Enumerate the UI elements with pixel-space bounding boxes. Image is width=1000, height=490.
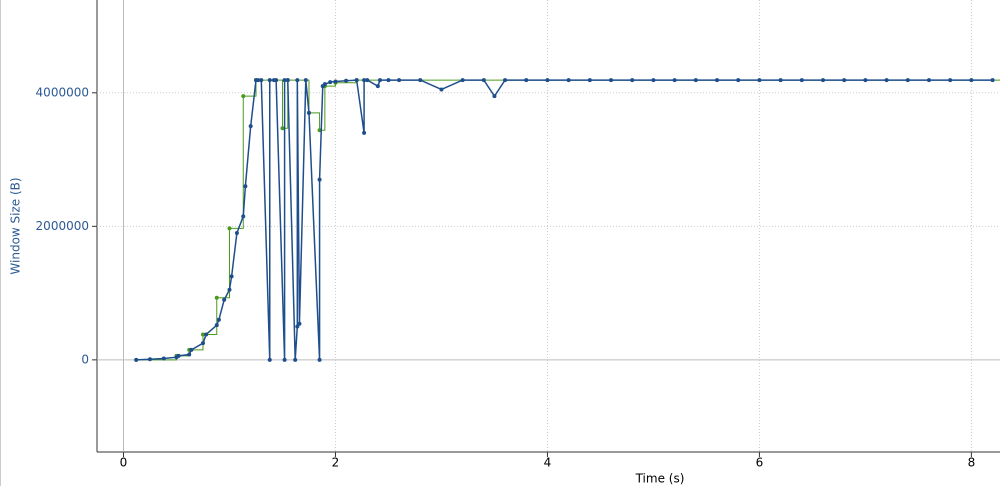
point xyxy=(285,78,290,83)
point xyxy=(282,357,287,362)
point xyxy=(651,78,656,83)
x-tick-label: 2 xyxy=(332,456,340,470)
point xyxy=(418,78,423,83)
point xyxy=(377,78,382,83)
point xyxy=(990,78,995,83)
point xyxy=(176,353,181,358)
series-line xyxy=(136,79,993,361)
point xyxy=(715,78,720,83)
point xyxy=(566,78,571,83)
point xyxy=(241,214,246,219)
point xyxy=(187,352,192,357)
step-segment xyxy=(255,79,283,129)
point xyxy=(799,78,804,83)
point xyxy=(295,324,300,329)
point xyxy=(545,78,550,83)
point xyxy=(821,78,826,83)
point xyxy=(227,226,232,231)
point xyxy=(241,94,246,99)
point xyxy=(375,84,380,89)
point xyxy=(842,78,847,83)
x-axis-label: Time (s) xyxy=(635,472,685,486)
point xyxy=(630,78,635,83)
point xyxy=(222,297,227,302)
point xyxy=(214,323,219,328)
point xyxy=(256,78,261,83)
y-axis-label: Window Size (B) xyxy=(9,177,23,274)
point xyxy=(204,332,209,337)
y-tick-label: 2000000 xyxy=(36,219,89,233)
step-segment xyxy=(216,228,230,299)
x-tick-label: 6 xyxy=(756,456,764,470)
point xyxy=(306,110,311,115)
y-tick-label: 4000000 xyxy=(36,85,89,99)
point xyxy=(280,126,285,131)
point xyxy=(757,78,762,83)
point xyxy=(503,78,508,83)
point xyxy=(778,78,783,83)
point xyxy=(386,78,391,83)
point xyxy=(587,78,592,83)
y-tick-label: 0 xyxy=(81,352,89,366)
point xyxy=(948,78,953,83)
point xyxy=(460,78,465,83)
point xyxy=(524,78,529,83)
point xyxy=(609,78,614,83)
point xyxy=(362,78,367,83)
point xyxy=(274,78,279,83)
point xyxy=(905,78,910,83)
point xyxy=(344,78,349,83)
point xyxy=(365,78,370,83)
step-segment xyxy=(189,334,204,351)
point xyxy=(189,347,194,352)
point xyxy=(134,357,139,362)
point xyxy=(736,78,741,83)
point xyxy=(234,231,239,236)
point xyxy=(214,295,219,300)
point xyxy=(884,78,889,83)
point xyxy=(672,78,677,83)
point xyxy=(969,78,974,83)
point xyxy=(439,87,444,92)
step-segment xyxy=(229,96,244,229)
point xyxy=(200,332,205,337)
point xyxy=(243,184,248,189)
step-segment xyxy=(308,112,321,131)
point xyxy=(492,94,497,99)
point xyxy=(282,78,287,83)
point xyxy=(333,79,338,84)
point xyxy=(322,82,327,87)
x-tick-label: 0 xyxy=(120,456,128,470)
point xyxy=(926,78,931,83)
point xyxy=(317,357,322,362)
point xyxy=(200,341,205,346)
point xyxy=(229,274,234,279)
point xyxy=(328,80,333,85)
x-tick-label: 4 xyxy=(544,456,552,470)
point xyxy=(354,78,359,83)
point xyxy=(863,78,868,83)
point xyxy=(147,357,152,362)
point xyxy=(248,124,253,129)
point xyxy=(267,78,272,83)
point xyxy=(297,321,302,326)
point xyxy=(295,78,300,83)
point xyxy=(397,78,402,83)
x-tick-label: 8 xyxy=(968,456,976,470)
point xyxy=(303,78,308,83)
point xyxy=(693,78,698,83)
point xyxy=(293,357,298,362)
step-segment xyxy=(287,79,310,113)
point xyxy=(227,287,232,292)
point xyxy=(481,78,486,83)
point xyxy=(267,357,272,362)
point xyxy=(259,78,264,83)
point xyxy=(161,356,166,361)
point xyxy=(362,130,367,135)
point xyxy=(216,317,221,322)
point xyxy=(317,177,322,182)
